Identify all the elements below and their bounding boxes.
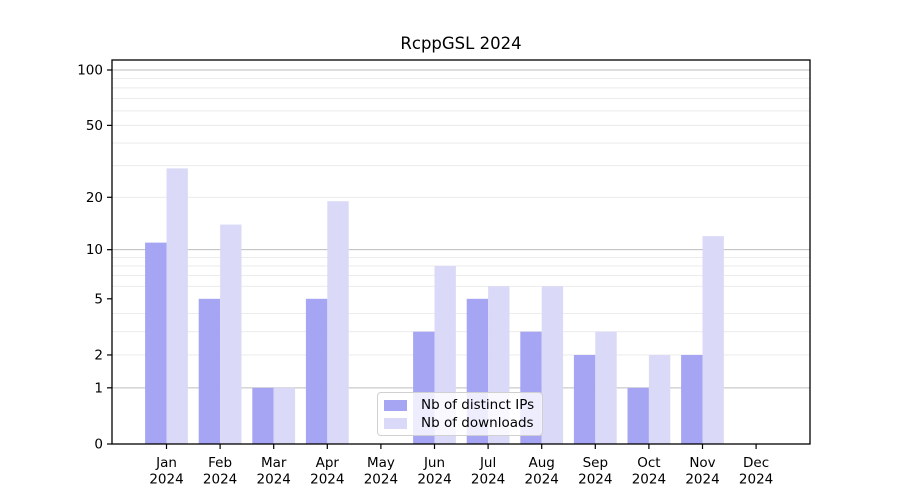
y-tick-label: 50	[86, 118, 103, 134]
x-tick-label-year: 2024	[685, 472, 719, 488]
bar-downloads-aug	[541, 286, 564, 444]
x-tick-label-month: Nov	[689, 455, 715, 471]
bar-downloads-apr	[327, 201, 349, 444]
bar-downloads-oct	[648, 354, 671, 444]
x-tick-label-month: Oct	[637, 455, 660, 471]
y-tick-label: 1	[94, 380, 103, 396]
x-tick-label-year: 2024	[203, 472, 237, 488]
legend-item-downloads: Nb of downloads	[384, 415, 536, 431]
bar-distinct-ips-apr	[305, 298, 328, 444]
bar-distinct-ips-nov	[681, 354, 703, 444]
x-tick-label-year: 2024	[525, 472, 559, 488]
x-tick-label-month: May	[367, 455, 395, 471]
bar-distinct-ips-sep	[573, 354, 596, 444]
y-tick-label: 100	[77, 63, 103, 79]
x-tick-label-year: 2024	[364, 472, 398, 488]
x-tick-label-month: Feb	[208, 455, 232, 471]
x-tick-label-year: 2024	[149, 472, 183, 488]
chart-title: RcppGSL 2024	[400, 34, 522, 53]
x-tick-label-year: 2024	[257, 472, 291, 488]
x-tick-label-year: 2024	[739, 472, 773, 488]
legend-label-distinct-ips: Nb of distinct IPs	[421, 397, 535, 413]
bar-distinct-ips-oct	[627, 387, 649, 444]
bar-downloads-jan	[166, 168, 188, 444]
y-tick-label: 2	[94, 347, 103, 363]
x-tick-label-month: Dec	[743, 455, 769, 471]
legend-swatch-distinct-ips	[384, 399, 407, 411]
x-tick-label-month: Apr	[316, 455, 340, 471]
bar-distinct-ips-jan	[145, 242, 167, 444]
plot-border	[111, 59, 811, 445]
bar-downloads-feb	[220, 224, 242, 444]
bar-downloads-sep	[595, 331, 617, 444]
bar-downloads-mar	[273, 387, 296, 444]
x-tick-label-year: 2024	[632, 472, 666, 488]
legend-swatch-downloads	[384, 417, 407, 429]
x-tick-label-month: Jul	[479, 455, 496, 471]
x-tick-label-month: Aug	[529, 455, 555, 471]
x-tick-label-month: Jun	[423, 455, 445, 471]
bar-distinct-ips-feb	[198, 298, 221, 444]
bar-downloads-nov	[702, 236, 724, 444]
x-tick-label-year: 2024	[578, 472, 612, 488]
x-tick-label-year: 2024	[417, 472, 451, 488]
legend-label-downloads: Nb of downloads	[421, 415, 534, 431]
y-tick-label: 0	[94, 437, 103, 453]
y-tick-label: 5	[94, 291, 103, 307]
x-tick-label-month: Mar	[261, 455, 287, 471]
x-tick-label-year: 2024	[471, 472, 505, 488]
x-tick-label-month: Jan	[155, 455, 177, 471]
x-tick-label-year: 2024	[310, 472, 344, 488]
x-tick-label-month: Sep	[583, 455, 608, 471]
legend-item-distinct-ips: Nb of distinct IPs	[384, 397, 536, 413]
bar-distinct-ips-mar	[252, 387, 274, 444]
y-tick-label: 10	[86, 242, 103, 258]
legend: Nb of distinct IPs Nb of downloads	[377, 392, 543, 436]
y-tick-label: 20	[86, 190, 103, 206]
